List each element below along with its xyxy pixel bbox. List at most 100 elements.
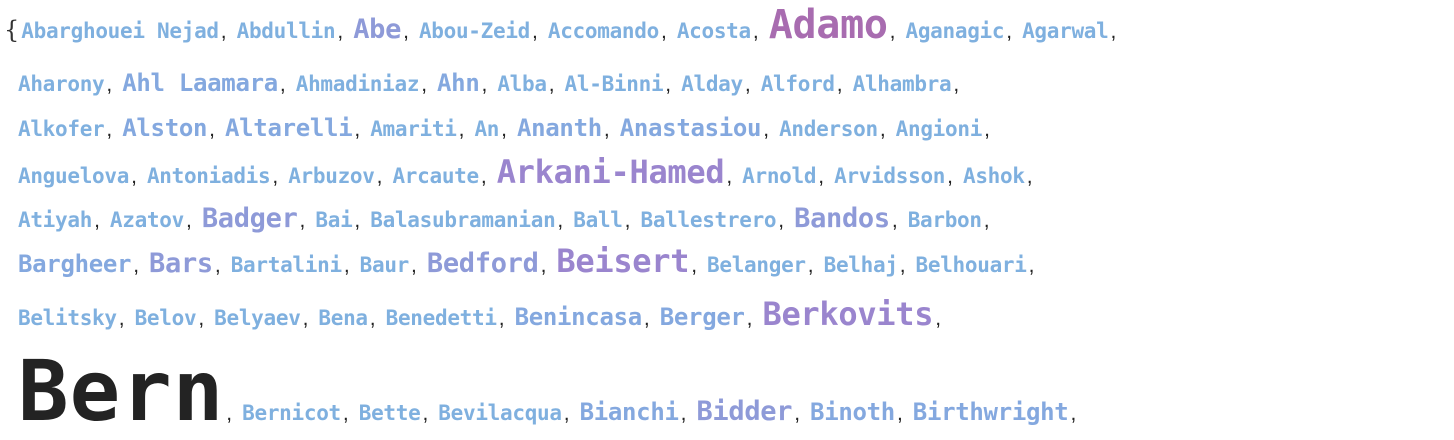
cloud-word: Bai (315, 208, 353, 232)
cloud-word: Binoth (810, 398, 895, 426)
comma-separator: , (1006, 20, 1013, 43)
comma-separator: , (481, 73, 488, 96)
cloud-word: Alston (122, 114, 208, 142)
cloud-line: Belitsky, Belov, Belyaev, Bena, Benedetti, Be… (4, 295, 951, 333)
cloud-word: Berger (659, 303, 745, 331)
cloud-word: Arkani-Hamed (496, 153, 725, 191)
comma-separator: , (133, 254, 140, 277)
comma-separator: , (984, 118, 990, 141)
cloud-word: Arnold (742, 164, 817, 188)
cloud-word: Adamo (768, 2, 888, 48)
cloud-word: Bargheer (18, 250, 132, 278)
comma-separator: , (889, 20, 896, 43)
comma-separator: , (411, 254, 417, 277)
cloud-word: Aharony (18, 72, 105, 96)
comma-separator: , (983, 209, 990, 232)
comma-separator: , (624, 209, 631, 232)
comma-separator: , (480, 165, 487, 188)
cloud-word: Abarghouei Nejad (21, 19, 219, 43)
comma-separator: , (272, 165, 279, 188)
cloud-word: Belitsky (18, 306, 117, 330)
cloud-word: Anderson (779, 117, 878, 141)
cloud-word: Bernicot (242, 401, 341, 425)
comma-separator: , (337, 20, 344, 43)
cloud-word: Accomando (547, 19, 659, 43)
cloud-word: Belhaj (823, 253, 898, 277)
comma-separator: , (118, 307, 125, 330)
cloud-word: Ball (573, 208, 623, 232)
cloud-word: Arbuzov (288, 164, 375, 188)
cloud-word: Arvidsson (834, 164, 946, 188)
cloud-line: {Abarghouei Nejad, Abdullin, Abe, Abou-Zeid… (4, 2, 1126, 48)
cloud-word: Benincasa (514, 303, 643, 331)
cloud-word: Ahn (437, 69, 480, 97)
comma-separator: , (807, 254, 814, 277)
cloud-word: Beisert (556, 242, 690, 280)
comma-separator: , (953, 73, 960, 96)
cloud-word: Amariti (370, 117, 457, 141)
cloud-word: Bidder (696, 396, 793, 427)
cloud-word: Arcaute (392, 164, 479, 188)
comma-separator: , (209, 118, 215, 141)
comma-separator: , (744, 73, 751, 96)
comma-separator: , (752, 20, 759, 43)
comma-separator: , (422, 402, 429, 425)
cloud-word: Anguelova (18, 164, 130, 188)
cloud-word: Belanger (707, 253, 806, 277)
comma-separator: , (763, 118, 770, 141)
comma-separator: , (458, 118, 465, 141)
cloud-word: Bena (318, 306, 368, 330)
comma-separator: , (540, 254, 547, 277)
comma-separator: , (726, 165, 733, 188)
comma-separator: , (421, 73, 428, 96)
comma-separator: , (665, 73, 672, 96)
comma-separator: , (1110, 20, 1117, 43)
open-brace: { (4, 16, 20, 44)
comma-separator: , (198, 307, 205, 330)
cloud-word: Belov (134, 306, 197, 330)
cloud-word: Benedetti (385, 306, 497, 330)
comma-separator: , (691, 254, 698, 277)
comma-separator: , (680, 402, 687, 425)
cloud-word: Aganagic (905, 19, 1005, 43)
comma-separator: , (557, 209, 564, 232)
cloud-word: Angioni (895, 117, 983, 141)
comma-separator: , (354, 209, 361, 232)
comma-separator: , (106, 118, 113, 141)
cloud-word: An (474, 117, 500, 141)
cloud-line: Aharony, Ahl Laamara, Ahmadiniaz, Ahn, Alba,… (4, 69, 969, 97)
cloud-word: Ahmadiniaz (295, 72, 420, 96)
comma-separator: , (935, 307, 942, 330)
comma-separator: , (131, 165, 137, 188)
comma-separator: , (836, 73, 843, 96)
comma-separator: , (818, 165, 825, 188)
cloud-word: Altarelli (225, 114, 353, 142)
comma-separator: , (498, 307, 505, 330)
cloud-word: Agarwal (1022, 19, 1109, 43)
comma-separator: , (106, 73, 113, 96)
cloud-word: Al-Binni (564, 72, 664, 96)
cloud-word: Badger (201, 203, 298, 234)
cloud-word: Alba (497, 72, 547, 96)
cloud-word: Bedford (426, 248, 539, 279)
cloud-line: Atiyah, Azatov, Badger, Bai, Balasubramanian… (4, 203, 1000, 234)
cloud-word: Acosta (676, 19, 751, 43)
cloud-word: Azatov (109, 208, 184, 232)
cloud-word: Alford (760, 72, 835, 96)
cloud-word: Bars (149, 248, 213, 279)
cloud-word: Ballestrero (640, 208, 777, 232)
comma-separator: , (548, 73, 555, 96)
cloud-word: Ahl Laamara (122, 69, 278, 97)
comma-separator: , (899, 254, 906, 277)
cloud-word: Alday (681, 72, 743, 96)
cloud-word: Bevilacqua (438, 401, 562, 425)
cloud-word: Belhouari (915, 253, 1027, 277)
comma-separator: , (302, 307, 309, 330)
cloud-word: Bandos (794, 203, 890, 234)
cloud-word: Abou-Zeid (418, 19, 531, 43)
comma-separator: , (343, 254, 350, 277)
cloud-word: Bartalini (230, 253, 342, 277)
cloud-word: Alkofer (18, 117, 105, 141)
cloud-word: Balasubramanian (370, 208, 556, 232)
cloud-word: Atiyah (18, 208, 93, 232)
